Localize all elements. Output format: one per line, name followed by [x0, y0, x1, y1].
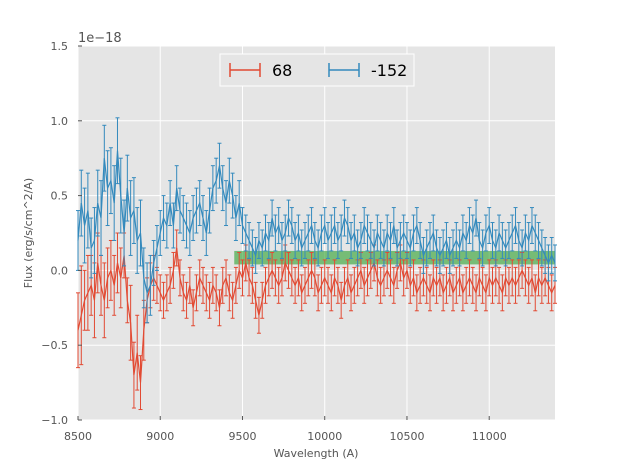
legend-label-minus-152: -152 [371, 61, 407, 80]
series-line [77, 150, 556, 295]
y-axis-ticks: −1.0 −0.5 0.0 0.5 1.0 1.5 [41, 40, 82, 427]
x-tick-label: 10500 [389, 430, 424, 443]
series-line [77, 247, 556, 383]
series-1 [76, 117, 557, 324]
x-axis-label: Wavelength (A) [274, 447, 359, 460]
x-tick-label: 11000 [472, 430, 507, 443]
legend-entries [229, 63, 360, 77]
y-offset-label: 1e−18 [78, 31, 122, 46]
series-group [76, 117, 557, 411]
plot-area [78, 46, 555, 420]
y-tick-label: −0.5 [41, 339, 68, 352]
x-tick-label: 10000 [307, 430, 342, 443]
y-axis-label: Flux (erg/s/cm^2/A) [22, 178, 35, 288]
legend-label-68: 68 [272, 61, 292, 80]
series-0 [76, 229, 557, 411]
legend: 68 -152 [219, 53, 415, 87]
y-tick-label: 0.0 [51, 264, 69, 277]
x-tick-label: 8500 [64, 430, 92, 443]
y-tick-label: −1.0 [41, 414, 68, 427]
x-tick-label: 9500 [228, 430, 256, 443]
y-tick-label: 1.0 [51, 115, 69, 128]
y-tick-label: 0.5 [51, 190, 69, 203]
x-tick-label: 9000 [146, 430, 174, 443]
x-axis-ticks: 8500 9000 9500 10000 10500 11000 [64, 416, 507, 443]
y-tick-label: 1.5 [51, 40, 69, 53]
